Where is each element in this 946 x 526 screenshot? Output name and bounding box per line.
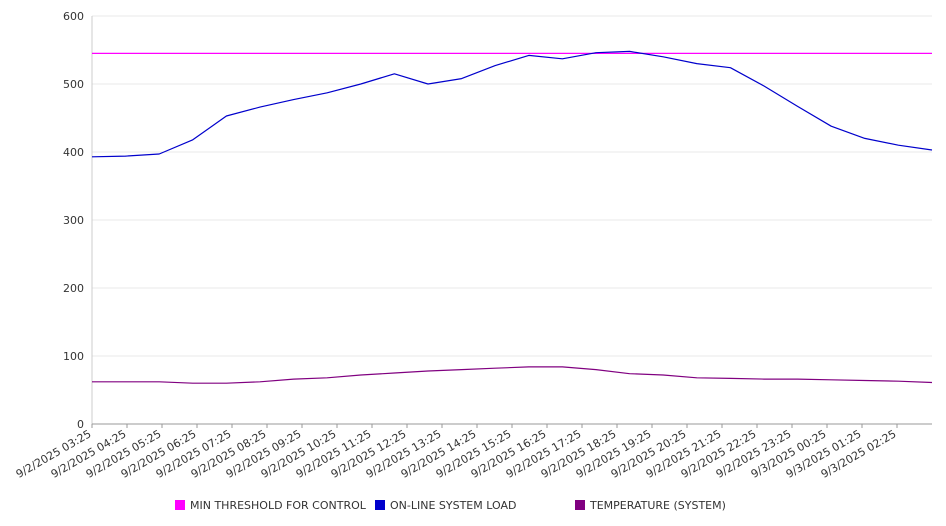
- y-tick-label: 300: [63, 214, 84, 227]
- y-tick-label: 600: [63, 10, 84, 23]
- legend-label: MIN THRESHOLD FOR CONTROL: [190, 499, 367, 512]
- legend-label: TEMPERATURE (SYSTEM): [589, 499, 726, 512]
- legend-label: ON-LINE SYSTEM LOAD: [390, 499, 516, 512]
- y-tick-label: 400: [63, 146, 84, 159]
- legend-swatch: [575, 500, 585, 510]
- y-tick-label: 500: [63, 78, 84, 91]
- legend: MIN THRESHOLD FOR CONTROL ON-LINE SYSTEM …: [175, 499, 726, 512]
- y-tick-label: 200: [63, 282, 84, 295]
- y-tick-label: 0: [77, 418, 84, 431]
- y-tick-label: 100: [63, 350, 84, 363]
- legend-swatch: [375, 500, 385, 510]
- series: [91, 50, 933, 384]
- legend-swatch: [175, 500, 185, 510]
- grid: [92, 15, 932, 357]
- series-line-2: [91, 50, 933, 158]
- series-line-3: [92, 366, 933, 384]
